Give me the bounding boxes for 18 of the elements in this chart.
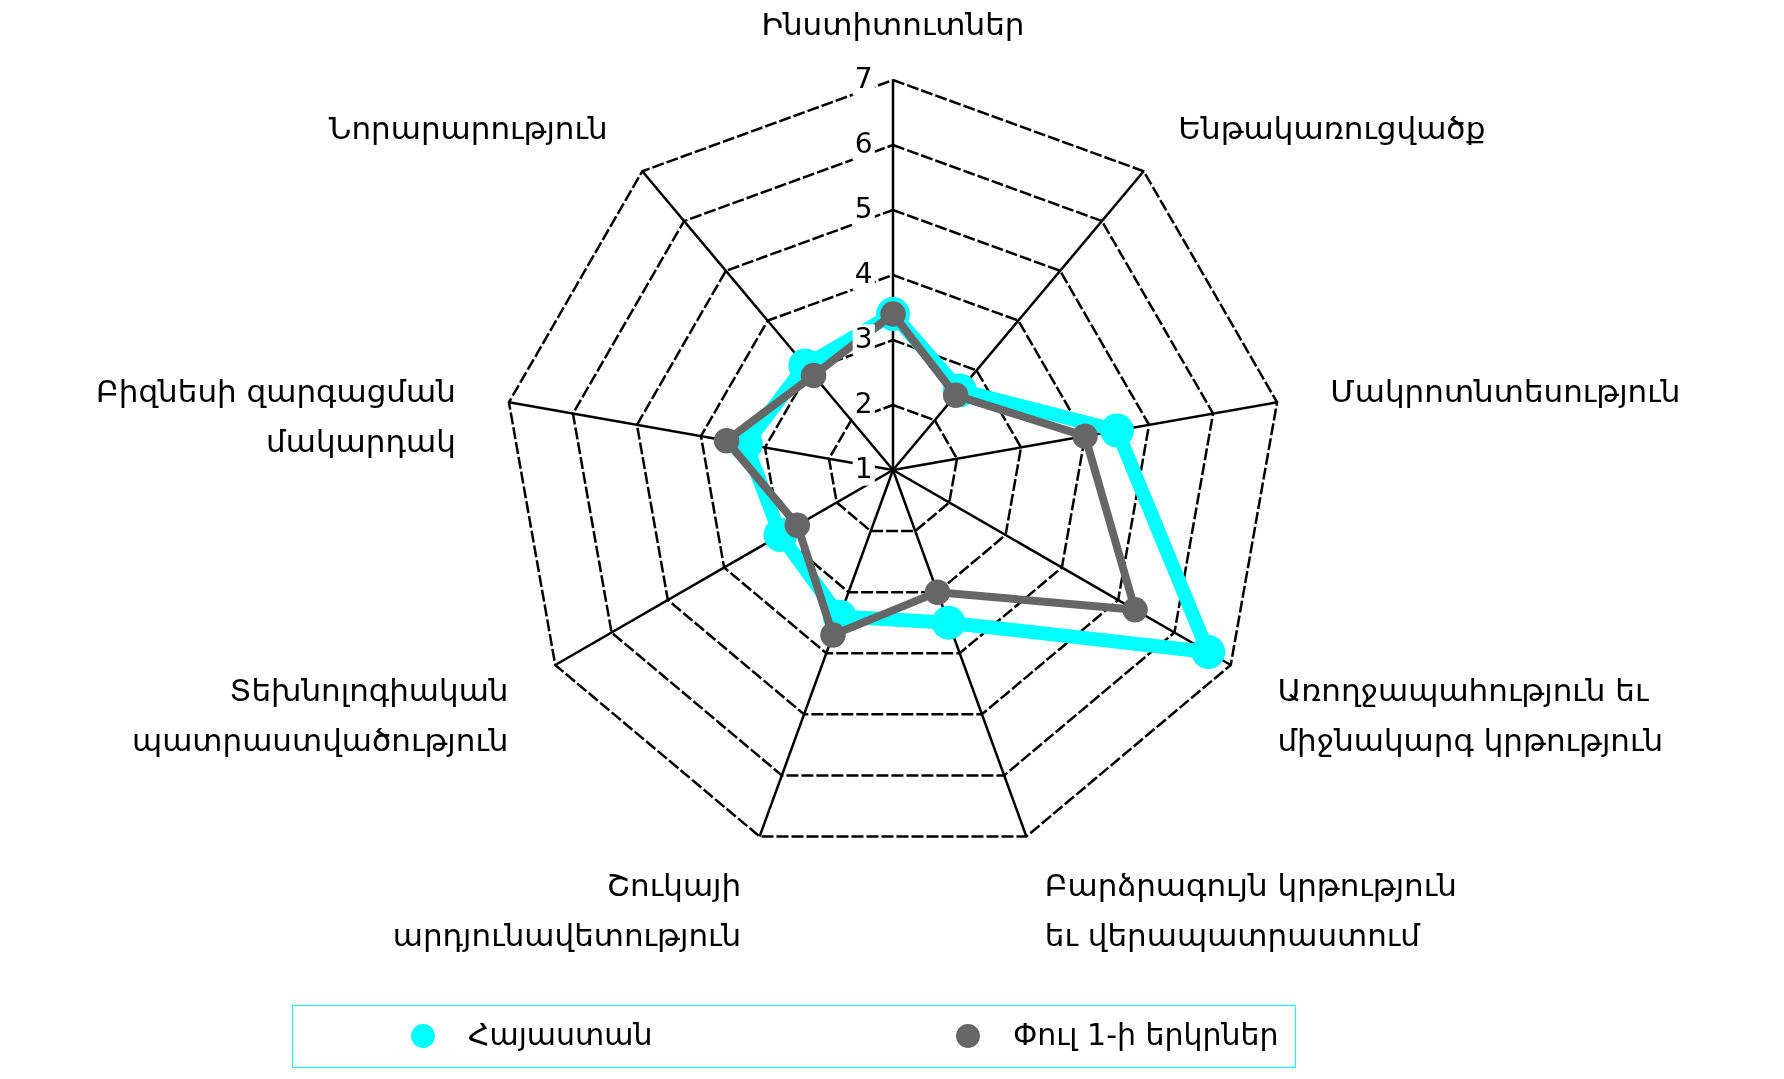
legend-label: Հայաստան xyxy=(468,1017,653,1052)
spoke-label: Մակրոտնտեսություն xyxy=(1330,372,1681,409)
spoke-label: Շուկայի արդյունավետություն xyxy=(392,867,742,954)
y-tick-label: 1 xyxy=(854,452,873,485)
spoke-label: Տեխնոլոգիական պատրաստվածություն xyxy=(131,671,509,758)
y-tick-label: 7 xyxy=(854,62,873,95)
y-tick-label: 6 xyxy=(854,127,873,160)
y-tick-label: 3 xyxy=(854,322,873,355)
spoke-label: Նորարարություն xyxy=(328,109,608,146)
y-tick-label: 2 xyxy=(854,387,873,420)
y-tick-label: 4 xyxy=(854,257,873,290)
legend-label: Փուլ 1-ի երկրներ xyxy=(1013,1017,1279,1052)
y-tick-label: 5 xyxy=(854,192,873,225)
spoke-label: Բարձրագույն կրթություն եւ վերապատրաստում xyxy=(1044,867,1457,954)
spoke-label: Բիզնեսի զարգացման մակարդակ xyxy=(96,372,456,459)
spoke-label: Առողջապահություն եւ միջնակարգ կրթություն xyxy=(1277,671,1664,758)
spoke-label: Ինստիտուտներ xyxy=(761,6,1025,43)
spoke-label: Ենթակառուցվածք xyxy=(1178,109,1486,146)
